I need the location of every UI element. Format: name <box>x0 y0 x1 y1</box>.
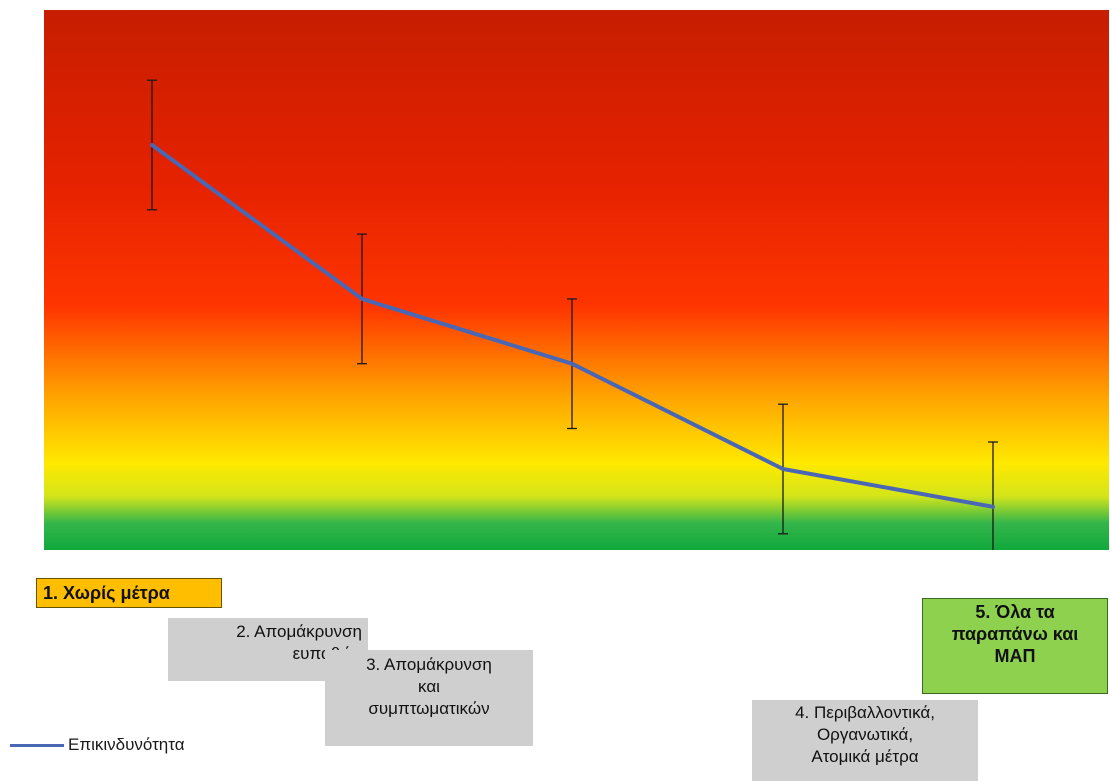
legend: Επικινδυνότητα <box>10 733 185 757</box>
error-bar-5 <box>988 441 998 550</box>
risk-series-line <box>150 143 995 509</box>
category-label-5: 5. Όλα τα παραπάνω και ΜΑΠ <box>922 598 1108 694</box>
category-label-3: 3. Απομάκρυνση και συμπτωματικών <box>325 650 533 746</box>
category-label-1: 1. Χωρίς μέτρα <box>36 578 222 608</box>
plot-area-background <box>44 10 1109 550</box>
category-label-4: 4. Περιβαλλοντικά, Οργανωτικά, Ατομικά μ… <box>752 700 978 781</box>
legend-label: Επικινδυνότητα <box>68 735 185 754</box>
legend-swatch <box>10 743 64 747</box>
